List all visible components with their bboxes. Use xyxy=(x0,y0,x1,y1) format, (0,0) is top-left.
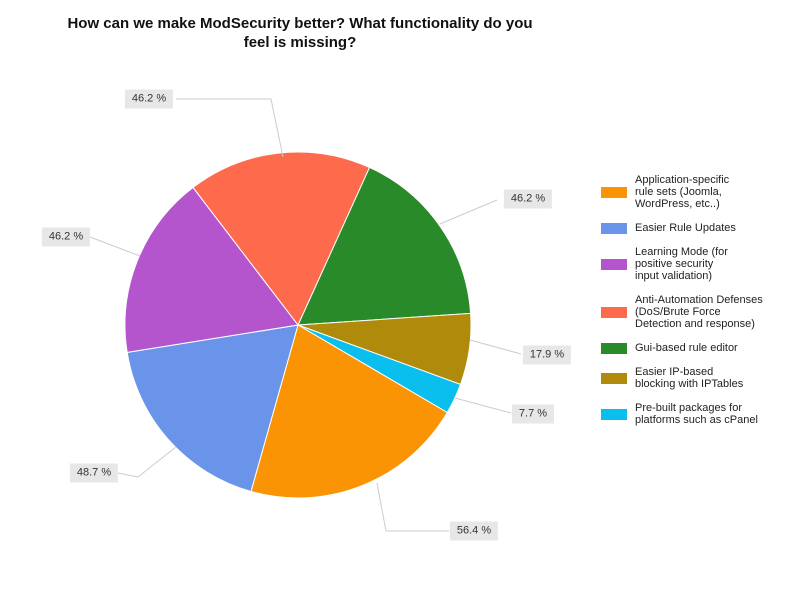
callout-leader-line-6 xyxy=(176,98,284,158)
pie-callout-prebuilt-packages: 7.7 % xyxy=(511,404,555,424)
legend-label: Easier Rule Updates xyxy=(635,222,736,234)
pie-slice-0 xyxy=(297,166,472,326)
legend-swatch-green xyxy=(601,342,627,354)
legend-label: Easier IP-based blocking with IPTables xyxy=(635,366,744,390)
pie-slice-3 xyxy=(250,324,448,499)
pie-callout-gui-based-rule-editor: 46.2 % xyxy=(503,189,553,209)
legend-label: Pre-built packages for platforms such as… xyxy=(635,402,758,426)
legend: Application-specific rule sets (Joomla, … xyxy=(601,174,793,438)
pie-callout-app-specific-rule-sets: 56.4 % xyxy=(449,521,499,541)
legend-label: Application-specific rule sets (Joomla, … xyxy=(635,174,730,210)
callout-leader-line-5 xyxy=(89,236,141,257)
callout-leader-line-1 xyxy=(469,339,522,355)
legend-item-app-specific-rule-sets: Application-specific rule sets (Joomla, … xyxy=(601,174,793,210)
callout-leader-line-2 xyxy=(454,397,512,414)
pie-slice-6 xyxy=(192,151,371,326)
callout-leader-line-4 xyxy=(117,446,177,478)
pie-slice-5 xyxy=(124,186,299,353)
legend-item-gui-based-rule-editor: Gui-based rule editor xyxy=(601,342,793,354)
pie-callout-learning-mode: 46.2 % xyxy=(41,227,91,247)
chart-title: How can we make ModSecurity better? What… xyxy=(67,15,533,51)
legend-swatch-orange xyxy=(601,186,627,198)
legend-swatch-salmon xyxy=(601,306,627,318)
callout-leader-line-3 xyxy=(376,482,449,532)
pie-callout-easier-ip-blocking: 17.9 % xyxy=(522,345,572,365)
legend-label: Anti-Automation Defenses (DoS/Brute Forc… xyxy=(635,294,763,330)
legend-swatch-purple xyxy=(601,258,627,270)
legend-item-easier-rule-updates: Easier Rule Updates xyxy=(601,222,793,234)
legend-swatch-blue xyxy=(601,222,627,234)
legend-label: Gui-based rule editor xyxy=(635,342,738,354)
pie-callout-easier-rule-updates: 48.7 % xyxy=(69,463,119,483)
callout-leader-line-0 xyxy=(439,199,498,225)
legend-label: Learning Mode (for positive security inp… xyxy=(635,246,728,282)
legend-item-anti-automation: Anti-Automation Defenses (DoS/Brute Forc… xyxy=(601,294,793,330)
pie-callout-anti-automation: 46.2 % xyxy=(124,89,174,109)
legend-swatch-olive xyxy=(601,372,627,384)
pie-slice-4 xyxy=(126,324,299,493)
legend-item-easier-ip-blocking: Easier IP-based blocking with IPTables xyxy=(601,366,793,390)
legend-swatch-cyan xyxy=(601,408,627,420)
legend-item-prebuilt-packages: Pre-built packages for platforms such as… xyxy=(601,402,793,426)
legend-item-learning-mode: Learning Mode (for positive security inp… xyxy=(601,246,793,282)
